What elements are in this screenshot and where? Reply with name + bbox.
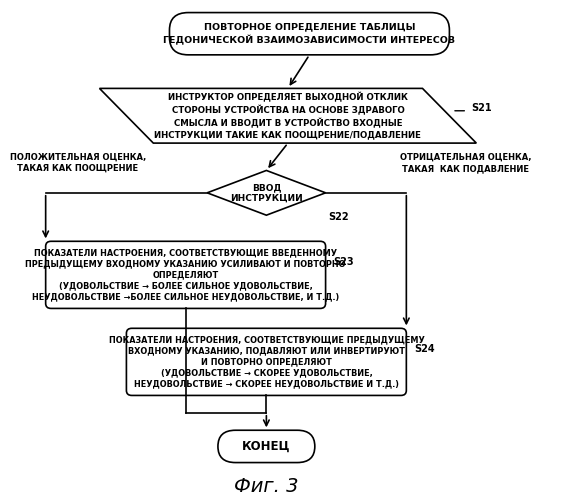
Text: ПОВТОРНОЕ ОПРЕДЕЛЕНИЕ ТАБЛИЦЫ
ГЕДОНИЧЕСКОЙ ВЗАИМОЗАВИСИМОСТИ ИНТЕРЕСОВ: ПОВТОРНОЕ ОПРЕДЕЛЕНИЕ ТАБЛИЦЫ ГЕДОНИЧЕСК… <box>164 22 455 45</box>
Text: ПОКАЗАТЕЛИ НАСТРОЕНИЯ, СООТВЕТСТВУЮЩИЕ ВВЕДЕННОМУ
ПРЕДЫДУЩЕМУ ВХОДНОМУ УКАЗАНИЮ : ПОКАЗАТЕЛИ НАСТРОЕНИЯ, СООТВЕТСТВУЮЩИЕ В… <box>26 248 346 302</box>
Text: S24: S24 <box>415 344 435 354</box>
FancyBboxPatch shape <box>218 430 315 462</box>
Polygon shape <box>100 88 476 143</box>
Text: КОНЕЦ: КОНЕЦ <box>242 440 291 453</box>
Text: ПОКАЗАТЕЛИ НАСТРОЕНИЯ, СООТВЕТСТВУЮЩИЕ ПРЕДЫДУЩЕМУ
ВХОДНОМУ УКАЗАНИЮ, ПОДАВЛЯЮТ : ПОКАЗАТЕЛИ НАСТРОЕНИЯ, СООТВЕТСТВУЮЩИЕ П… <box>108 335 424 388</box>
Text: ВВОД
ИНСТРУКЦИИ: ВВОД ИНСТРУКЦИИ <box>230 183 303 203</box>
Text: ОТРИЦАТЕЛЬНАЯ ОЦЕНКА,
ТАКАЯ  КАК ПОДАВЛЕНИЕ: ОТРИЦАТЕЛЬНАЯ ОЦЕНКА, ТАКАЯ КАК ПОДАВЛЕН… <box>400 153 531 173</box>
Text: ИНСТРУКТОР ОПРЕДЕЛЯЕТ ВЫХОДНОЙ ОТКЛИК
СТОРОНЫ УСТРОЙСТВА НА ОСНОВЕ ЗДРАВОГО
СМЫС: ИНСТРУКТОР ОПРЕДЕЛЯЕТ ВЫХОДНОЙ ОТКЛИК СТ… <box>154 92 421 139</box>
Text: Фиг. 3: Фиг. 3 <box>234 476 299 496</box>
Text: S23: S23 <box>334 257 354 267</box>
Text: ПОЛОЖИТЕЛЬНАЯ ОЦЕНКА,
ТАКАЯ КАК ПООЩРЕНИЕ: ПОЛОЖИТЕЛЬНАЯ ОЦЕНКА, ТАКАЯ КАК ПООЩРЕНИ… <box>10 153 146 173</box>
FancyBboxPatch shape <box>169 12 450 55</box>
FancyBboxPatch shape <box>126 328 407 396</box>
Text: S22: S22 <box>328 212 349 222</box>
Polygon shape <box>207 170 325 215</box>
Text: S21: S21 <box>471 103 492 113</box>
FancyBboxPatch shape <box>46 242 325 308</box>
